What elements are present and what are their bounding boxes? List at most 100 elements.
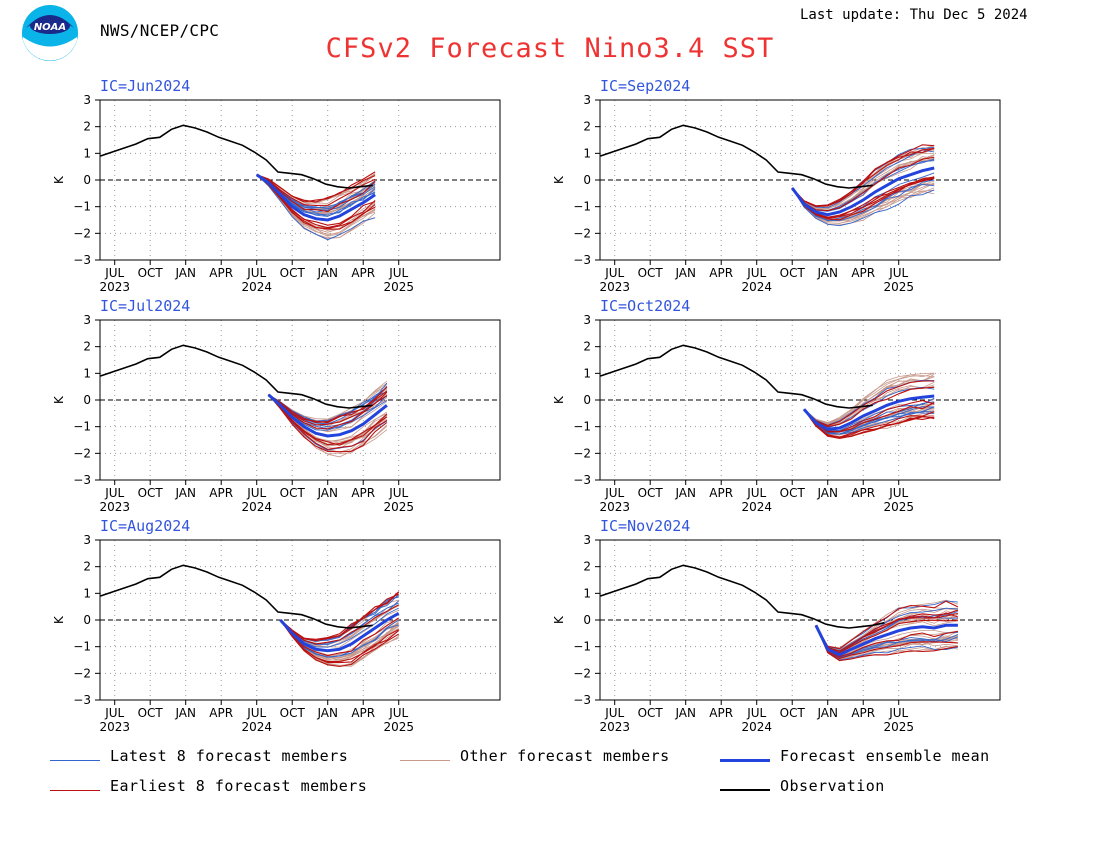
x-year-label: 2024 xyxy=(741,500,772,514)
x-tick-label: JUL xyxy=(746,266,766,280)
x-year-label: 2024 xyxy=(241,720,272,734)
other-member-line xyxy=(803,372,935,424)
y-axis-label: K xyxy=(52,175,66,184)
x-tick-label: APR xyxy=(709,266,733,280)
earliest-member-line xyxy=(256,174,376,203)
x-tick-label: APR xyxy=(851,266,875,280)
x-tick-label: APR xyxy=(351,486,375,500)
x-tick-label: JUL xyxy=(604,486,624,500)
y-tick-label: 2 xyxy=(583,340,591,354)
x-tick-label: JUL xyxy=(246,486,266,500)
x-year-label: 2023 xyxy=(99,500,130,514)
earliest-member-line xyxy=(815,600,959,650)
x-tick-label: APR xyxy=(851,486,875,500)
earliest-member-line xyxy=(280,604,399,645)
x-tick-label: OCT xyxy=(280,486,306,500)
x-tick-label: OCT xyxy=(638,266,664,280)
earliest-member-line xyxy=(803,402,935,433)
y-tick-label: 3 xyxy=(83,313,91,327)
x-tick-label: OCT xyxy=(138,486,164,500)
earliest-member-line xyxy=(791,147,935,207)
other-member-line xyxy=(803,376,935,424)
y-tick-label: 3 xyxy=(583,93,591,107)
x-tick-label: JAN xyxy=(816,706,838,720)
y-tick-label: −1 xyxy=(73,420,91,434)
ensemble-mean-line xyxy=(790,166,935,217)
x-tick-label: APR xyxy=(351,706,375,720)
earliest-member-line xyxy=(279,619,399,668)
y-tick-label: 1 xyxy=(83,366,91,380)
x-year-label: 2024 xyxy=(241,280,272,294)
other-member-line xyxy=(791,147,935,208)
x-tick-label: APR xyxy=(209,706,233,720)
latest-member-line xyxy=(256,174,376,241)
y-tick-label: 2 xyxy=(83,120,91,134)
x-year-label: 2025 xyxy=(883,280,914,294)
y-tick-label: −2 xyxy=(73,666,91,680)
earliest-member-line xyxy=(268,394,388,453)
legend-earliest-swatch xyxy=(50,790,100,791)
earliest-member-line xyxy=(256,174,376,229)
x-tick-label: JAN xyxy=(816,266,838,280)
y-tick-label: −3 xyxy=(73,253,91,267)
x-tick-label: JUL xyxy=(604,706,624,720)
y-tick-label: 2 xyxy=(583,120,591,134)
x-tick-label: JAN xyxy=(316,486,338,500)
x-tick-label: OCT xyxy=(780,266,806,280)
y-axis-label: K xyxy=(552,175,566,184)
y-tick-label: 0 xyxy=(83,173,91,187)
x-tick-label: JAN xyxy=(816,486,838,500)
x-tick-label: APR xyxy=(851,706,875,720)
y-tick-label: 3 xyxy=(83,533,91,547)
other-member-line xyxy=(815,599,959,649)
earliest-member-line xyxy=(815,625,959,658)
y-tick-label: −2 xyxy=(73,226,91,240)
x-tick-label: OCT xyxy=(138,706,164,720)
y-axis-label: K xyxy=(552,615,566,624)
agency-label: NWS/NCEP/CPC xyxy=(100,21,220,40)
x-tick-label: JUL xyxy=(104,706,124,720)
x-year-label: 2025 xyxy=(383,500,414,514)
y-tick-label: −1 xyxy=(573,420,591,434)
legend-other-swatch xyxy=(400,760,450,761)
legend-observation-label: Observation xyxy=(780,777,885,795)
x-tick-label: OCT xyxy=(780,486,806,500)
x-tick-label: JAN xyxy=(174,706,196,720)
y-tick-label: 0 xyxy=(83,613,91,627)
earliest-member-line xyxy=(256,174,376,213)
earliest-member-line xyxy=(791,147,935,207)
earliest-member-line xyxy=(815,625,958,660)
y-tick-label: −2 xyxy=(573,446,591,460)
x-year-label: 2023 xyxy=(599,280,630,294)
y-tick-label: 2 xyxy=(83,560,91,574)
y-tick-label: 3 xyxy=(583,533,591,547)
panel-ic-label: IC=Oct2024 xyxy=(600,297,690,315)
earliest-member-line xyxy=(815,625,958,662)
legend-mean-label: Forecast ensemble mean xyxy=(780,747,990,765)
x-tick-label: JUL xyxy=(104,486,124,500)
y-tick-label: 1 xyxy=(583,146,591,160)
ensemble-mean-line xyxy=(814,623,958,657)
panel-ic-label: IC=Nov2024 xyxy=(600,517,690,535)
chart-title: CFSv2 Forecast Nino3.4 SST xyxy=(325,33,775,64)
observation-line xyxy=(600,124,873,189)
y-tick-label: 0 xyxy=(583,393,591,407)
earliest-member-line xyxy=(268,394,388,446)
x-tick-label: JUL xyxy=(604,266,624,280)
ensemble-mean-line xyxy=(802,394,935,431)
x-tick-label: APR xyxy=(709,486,733,500)
x-year-label: 2024 xyxy=(741,720,772,734)
other-member-line xyxy=(791,154,935,210)
x-tick-label: JAN xyxy=(174,486,196,500)
x-tick-label: JAN xyxy=(674,486,696,500)
noaa-logo: NOAA xyxy=(22,5,78,61)
x-year-label: 2024 xyxy=(741,280,772,294)
y-tick-label: −3 xyxy=(73,473,91,487)
noaa-logo-text: NOAA xyxy=(34,22,66,33)
legend-latest-label: Latest 8 forecast members xyxy=(110,747,349,765)
ensemble-mean-line xyxy=(267,393,388,438)
other-member-line xyxy=(803,373,935,423)
